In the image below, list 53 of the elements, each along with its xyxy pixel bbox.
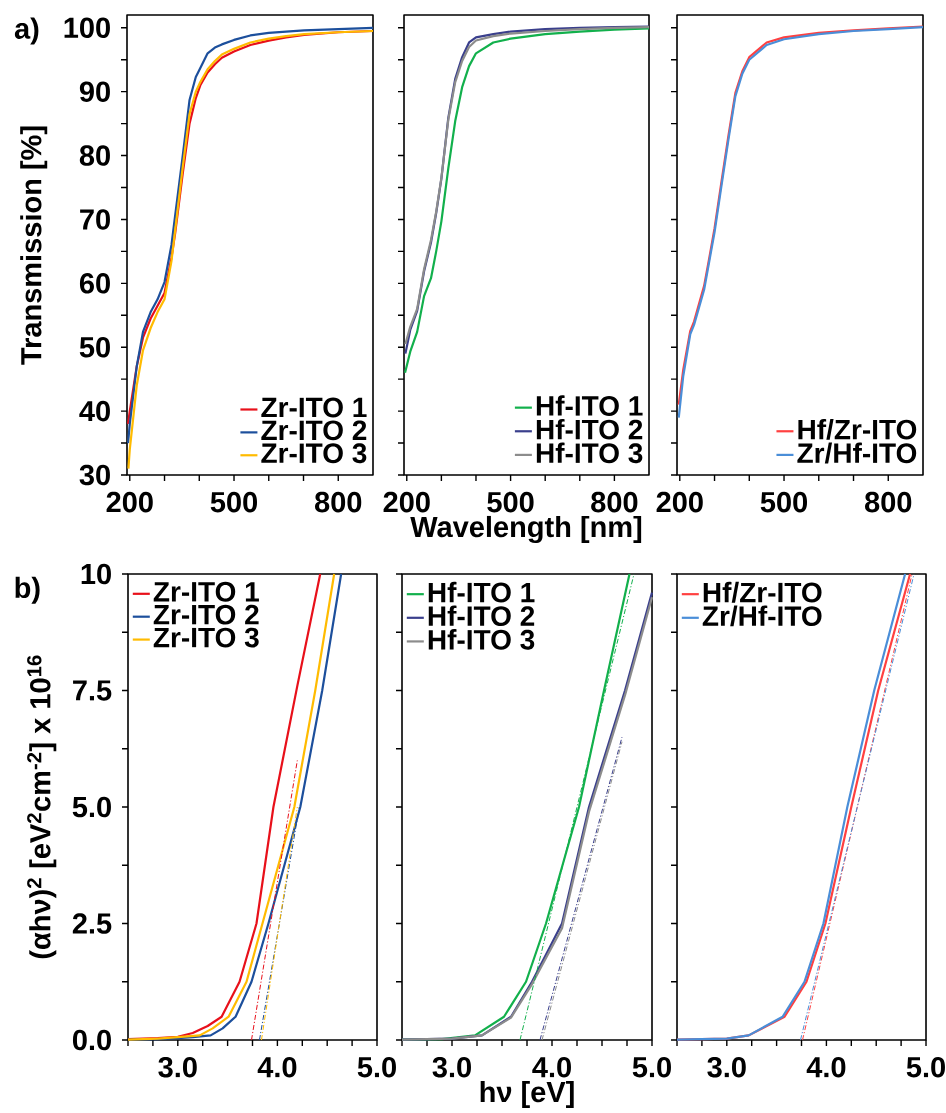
legend-label: Hf-ITO 2 bbox=[428, 605, 535, 627]
y-tick-label: 5.0 bbox=[72, 796, 111, 818]
x-tick-label: 200 bbox=[383, 491, 430, 513]
x-tick-label: 800 bbox=[591, 491, 638, 513]
y-tick-label: 7.5 bbox=[73, 680, 112, 701]
y-axis-title: (αhν)$^{2}$ [eV$^{2}$cm$^{-2}$] x 10$^{16}$ bbox=[27, 655, 57, 959]
y-tick-label: 30 bbox=[79, 464, 110, 486]
legend-label: Zr-ITO 2 bbox=[261, 420, 367, 441]
x-tick-label: 4.0 bbox=[806, 1056, 846, 1078]
legend-label: Zr-ITO 1 bbox=[153, 581, 259, 602]
legend-label: Hf-ITO 1 bbox=[428, 581, 535, 603]
text: b) bbox=[15, 576, 40, 604]
x-tick-label: 5.0 bbox=[906, 1056, 945, 1078]
legend-label: Hf-ITO 2 bbox=[536, 418, 643, 440]
legend-label: Hf-ITO 1 bbox=[536, 395, 643, 416]
y-tick-label: 80 bbox=[79, 145, 110, 166]
x-tick-label: 4.0 bbox=[257, 1056, 297, 1078]
legend-label: Zr/Hf-ITO bbox=[797, 442, 917, 464]
y-tick-label: 100 bbox=[64, 17, 110, 39]
x-tick-label: 3.0 bbox=[432, 1056, 471, 1078]
y-tick-label: 50 bbox=[79, 336, 110, 358]
x-tick-label: 800 bbox=[314, 491, 362, 513]
y-tick-label: 70 bbox=[80, 209, 110, 230]
text: a) bbox=[14, 17, 39, 45]
y-tick-label: 40 bbox=[79, 400, 110, 422]
x-tick-label: 4.0 bbox=[532, 1056, 571, 1078]
y-tick-label: 90 bbox=[79, 81, 110, 102]
x-tick-label: 200 bbox=[656, 491, 703, 513]
legend-label: Zr/Hf-ITO bbox=[702, 605, 822, 627]
legend-label: Hf/Zr-ITO bbox=[703, 581, 822, 603]
y-tick-label: 2.5 bbox=[72, 913, 112, 934]
legend-label: Zr-ITO 1 bbox=[261, 397, 367, 418]
legend-label: Hf-ITO 3 bbox=[428, 629, 535, 650]
x-axis-title: hν [eV] bbox=[480, 1080, 574, 1109]
x-tick-label: 5.0 bbox=[632, 1056, 671, 1078]
y-axis-title: Transmission [%] bbox=[20, 126, 48, 365]
x-axis-title: Wavelength [nm] bbox=[410, 515, 642, 544]
legend-label: Hf-ITO 3 bbox=[536, 442, 643, 464]
x-tick-label: 500 bbox=[487, 491, 534, 513]
legend-label: Zr-ITO 2 bbox=[153, 604, 259, 625]
y-tick-label: 0.0 bbox=[72, 1029, 111, 1051]
y-tick-label: 10 bbox=[81, 563, 111, 585]
legend-label: Zr-ITO 3 bbox=[261, 443, 367, 464]
x-tick-label: 3.0 bbox=[158, 1056, 197, 1078]
x-tick-label: 800 bbox=[864, 491, 912, 513]
y-tick-label: 60 bbox=[79, 273, 110, 294]
legend-label: Zr-ITO 3 bbox=[153, 627, 259, 648]
legend-label: Hf/Zr-ITO bbox=[798, 418, 917, 440]
x-tick-label: 500 bbox=[760, 491, 808, 513]
x-tick-label: 3.0 bbox=[707, 1056, 746, 1078]
x-tick-label: 200 bbox=[106, 491, 153, 513]
x-tick-label: 500 bbox=[210, 491, 258, 513]
x-tick-label: 5.0 bbox=[357, 1056, 396, 1078]
